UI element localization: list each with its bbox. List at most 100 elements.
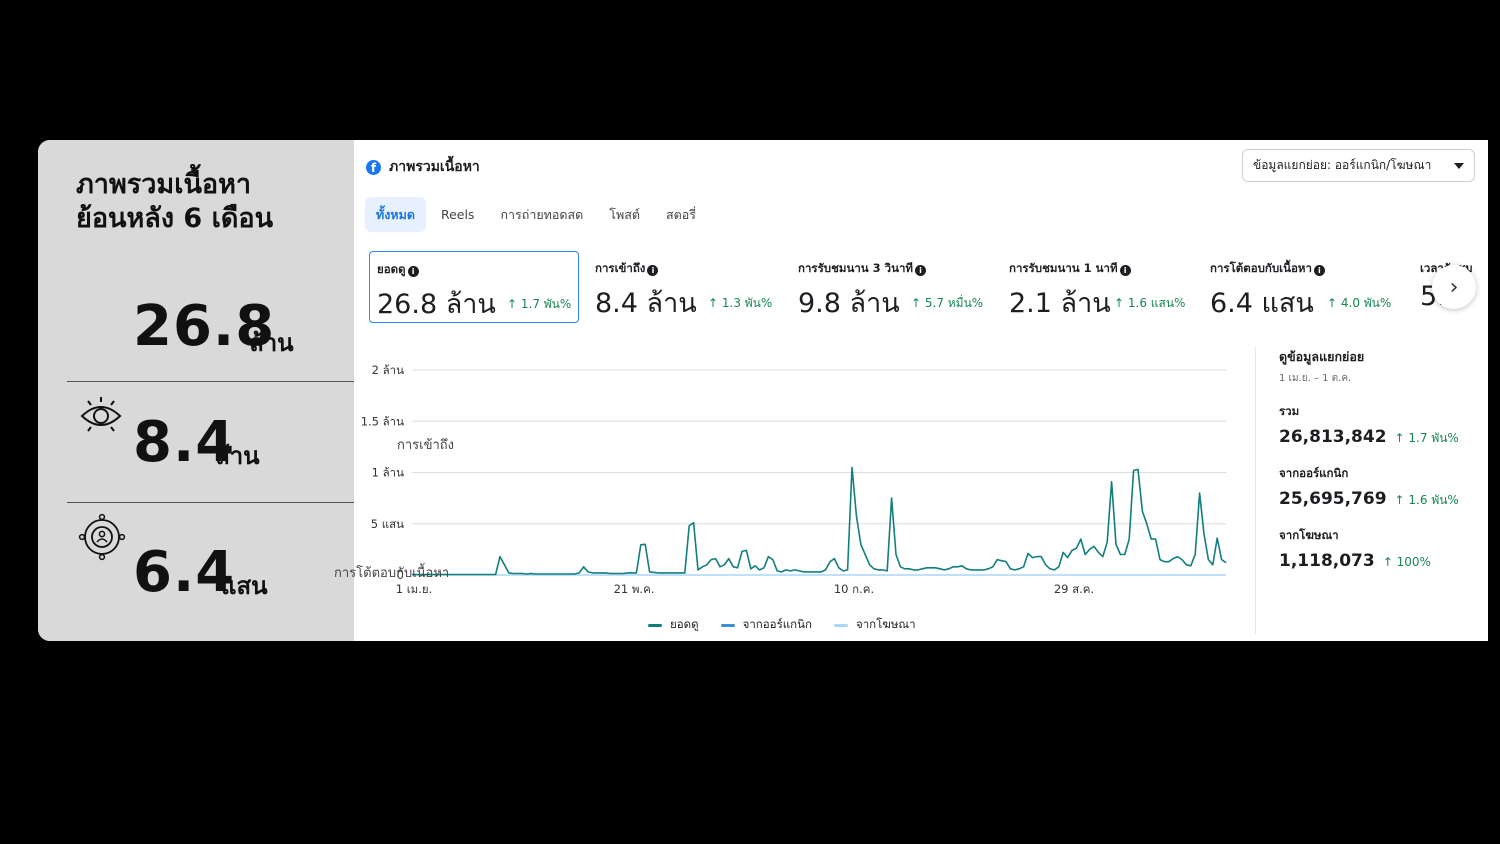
series-line-views	[412, 466, 1227, 576]
breakdown-total-value: 26,813,842	[1279, 427, 1387, 447]
metric-label: ยอดดู i	[377, 261, 571, 279]
metric-label-text: การโต้ตอบกับเนื้อหา	[1210, 261, 1312, 275]
metric-value: 2.1 ล้าน	[1009, 288, 1111, 319]
caret-down-icon	[1454, 163, 1464, 169]
summary-title: ภาพรวมเนื้อหา ย้อนหลัง 6 เดือน	[76, 168, 273, 236]
metric-delta: ↑ 1.6 แสน%	[1114, 296, 1186, 310]
breakdown-organic-label: จากออร์แกนิก	[1279, 466, 1349, 480]
info-icon[interactable]: i	[1313, 265, 1325, 276]
y-tick-label: 5 แสน	[371, 517, 404, 531]
summary-views-unit: ล้าน	[249, 329, 294, 357]
metric-value: 8.4 ล้าน	[595, 288, 697, 319]
breakdown-organic-delta: ↑ 1.6 พัน%	[1394, 493, 1459, 507]
breakdown-total-delta: ↑ 1.7 พัน%	[1394, 431, 1459, 445]
summary-views-row: 26.8 ล้าน	[67, 294, 354, 382]
breakdown-dropdown-label: ข้อมูลแยกย่อย: ออร์แกนิก/โฆษณา	[1253, 158, 1432, 172]
metric-label: การรับชมนาน 1 นาที i	[1009, 260, 1195, 278]
chevron-right-icon: ›	[1449, 274, 1459, 300]
breakdown-dropdown[interactable]: ข้อมูลแยกย่อย: ออร์แกนิก/โฆษณา	[1242, 149, 1475, 182]
tab-posts[interactable]: โพสต์	[609, 206, 640, 222]
summary-panel: ภาพรวมเนื้อหา ย้อนหลัง 6 เดือน 26.8 ล้าน…	[38, 140, 354, 641]
metric-value: 26.8 ล้าน	[377, 289, 496, 320]
breakdown-total: รวม 26,813,842 ↑ 1.7 พัน%	[1279, 403, 1479, 448]
y-tick-label: 0	[397, 568, 404, 582]
legend-label: ยอดดู	[670, 617, 699, 631]
summary-interactions-row: 6.4 แสน	[67, 503, 354, 641]
breakdown-date-range: 1 เม.ย. – 1 ต.ค.	[1279, 373, 1352, 384]
breakdown-title: ดูข้อมูลแยกย่อย	[1279, 349, 1365, 364]
tab-all[interactable]: ทั้งหมด	[365, 197, 426, 232]
y-tick-label: 2 ล้าน	[372, 363, 404, 377]
breakdown-ads: จากโฆษณา 1,118,073 ↑ 100%	[1279, 527, 1479, 571]
eye-icon	[79, 394, 123, 442]
info-icon[interactable]: i	[915, 265, 927, 276]
legend-item-views[interactable]: ยอดดู	[648, 616, 699, 634]
info-icon[interactable]: i	[1119, 265, 1131, 276]
legend-swatch	[648, 623, 662, 627]
metric-card-views[interactable]: ยอดดู i 26.8 ล้าน ↑ 1.7 พัน%	[369, 251, 579, 323]
metric-cards: ยอดดู i 26.8 ล้าน ↑ 1.7 พัน% การเข้าถึง i …	[369, 251, 1488, 325]
dashboard-title: ภาพรวมเนื้อหา	[389, 159, 480, 175]
x-tick-label: 29 ส.ค.	[1054, 582, 1094, 596]
legend-label: จากโฆษณา	[855, 617, 916, 631]
metric-label-text: ยอดดู	[377, 262, 406, 276]
y-tick-label: 1.5 ล้าน	[361, 414, 404, 428]
summary-reach-row: 8.4 ล้าน	[67, 382, 354, 503]
breakdown-organic: จากออร์แกนิก 25,695,769 ↑ 1.6 พัน%	[1279, 465, 1479, 510]
tab-reels[interactable]: Reels	[440, 207, 475, 222]
legend-item-organic[interactable]: จากออร์แกนิก	[720, 616, 812, 634]
legend-swatch	[833, 623, 848, 627]
summary-title-line1: ภาพรวมเนื้อหา	[76, 169, 252, 200]
x-tick-label: 21 พ.ค.	[614, 582, 655, 596]
legend-label: จากออร์แกนิก	[742, 617, 812, 631]
summary-title-line2: ย้อนหลัง 6 เดือน	[76, 203, 274, 234]
summary-views-number: 26.8	[133, 294, 276, 359]
target-person-icon	[78, 513, 126, 565]
next-metrics-button[interactable]: ›	[1432, 265, 1476, 309]
metric-card-reach[interactable]: การเข้าถึง i 8.4 ล้าน ↑ 1.3 พัน%	[588, 251, 788, 323]
legend-item-ads[interactable]: จากโฆษณา	[833, 616, 916, 634]
metric-value: 6.4 แสน	[1210, 288, 1314, 319]
breakdown-side-panel: ดูข้อมูลแยกย่อย 1 เม.ย. – 1 ต.ค. รวม 26,…	[1279, 347, 1479, 571]
metric-delta: ↑ 4.0 พัน%	[1327, 296, 1392, 310]
tab-live[interactable]: การถ่ายทอดสด	[500, 206, 584, 222]
metric-label-text: การรับชมนาน 3 วินาที	[798, 261, 914, 275]
metric-value: 9.8 ล้าน	[798, 288, 900, 319]
summary-interactions-number: 6.4	[133, 540, 236, 605]
metric-card-3s-views[interactable]: การรับชมนาน 3 วินาที i 9.8 ล้าน ↑ 5.7 หมื…	[791, 251, 999, 323]
dashboard-header: f ภาพรวมเนื้อหา	[366, 156, 480, 178]
metric-card-1m-views[interactable]: การรับชมนาน 1 นาที i 2.1 ล้าน ↑ 1.6 แสน%	[1002, 251, 1202, 323]
breakdown-organic-value: 25,695,769	[1279, 489, 1387, 509]
metric-delta: ↑ 1.7 พัน%	[507, 297, 572, 311]
overlay-label-interactions: การโต้ตอบกับเนื้อหา	[334, 566, 450, 581]
breakdown-ads-label: จากโฆษณา	[1279, 528, 1339, 542]
info-icon[interactable]: i	[407, 266, 419, 277]
summary-reach-number: 8.4	[133, 410, 236, 475]
metric-delta: ↑ 1.3 พัน%	[708, 296, 773, 310]
metric-label: การรับชมนาน 3 วินาที i	[798, 260, 992, 278]
insights-dashboard: f ภาพรวมเนื้อหา ข้อมูลแยกย่อย: ออร์แกนิก…	[354, 140, 1488, 641]
overlay-label-reach: การเข้าถึง	[397, 438, 455, 453]
summary-reach-unit: ล้าน	[215, 442, 260, 470]
facebook-logo-icon: f	[366, 159, 381, 175]
metric-label-text: การรับชมนาน 1 นาที	[1009, 261, 1118, 275]
breakdown-ads-delta: ↑ 100%	[1382, 555, 1431, 569]
y-tick-label: 1 ล้าน	[372, 466, 404, 480]
tab-stories[interactable]: สตอรี่	[665, 206, 696, 222]
metric-label: การโต้ตอบกับเนื้อหา i	[1210, 260, 1401, 278]
x-tick-label: 10 ก.ค.	[834, 582, 874, 596]
legend-swatch	[720, 623, 735, 627]
panel-divider	[1255, 347, 1256, 634]
summary-interactions-unit: แสน	[221, 572, 268, 600]
views-line-chart: 2 ล้าน 1.5 ล้าน 1 ล้าน 5 แสน 0 1 เม.ย. 21 พ.ค…	[361, 363, 1227, 596]
metric-label: การเข้าถึง i	[595, 260, 781, 278]
breakdown-ads-value: 1,118,073	[1279, 551, 1375, 571]
chart-legend: ยอดดู จากออร์แกนิก จากโฆษณา	[648, 616, 916, 634]
content-type-tabs: ทั้งหมด Reels การถ่ายทอดสด โพสต์ สตอรี่	[365, 197, 707, 232]
breakdown-total-label: รวม	[1279, 404, 1300, 418]
metric-card-interactions[interactable]: การโต้ตอบกับเนื้อหา i 6.4 แสน ↑ 4.0 พัน%	[1203, 251, 1408, 323]
metric-label-text: การเข้าถึง	[595, 261, 646, 275]
metric-delta: ↑ 5.7 หมื่น%	[911, 296, 984, 310]
x-tick-label: 1 เม.ย.	[396, 582, 433, 596]
info-icon[interactable]: i	[647, 265, 659, 276]
